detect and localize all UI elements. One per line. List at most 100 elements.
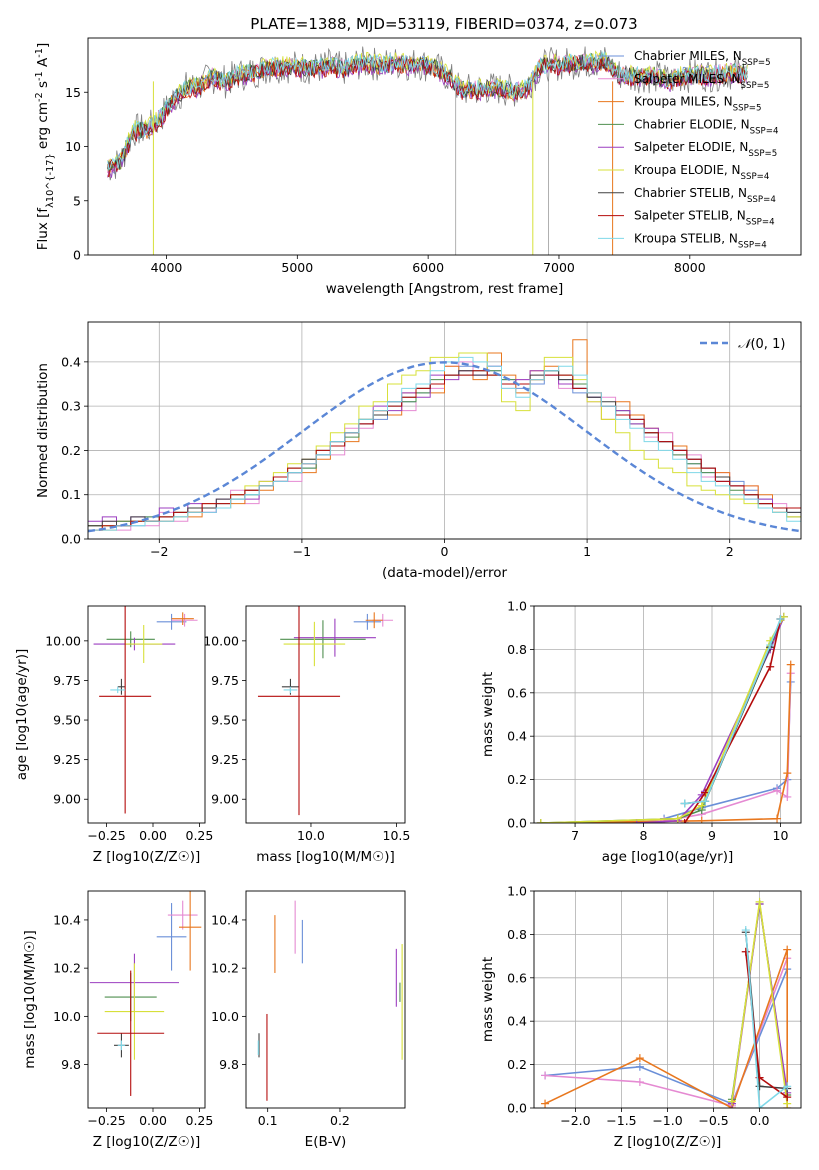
z_vs_age-xlabel: Z [log10(Z/Z☉)]	[93, 849, 201, 865]
mass_vs_age-axes: 10.0 10.5 9.00 9.25 9.50 9.75 10.00	[203, 633, 410, 843]
spectrum-ylabel: Flux [fλ10^{-17} erg cm-2 s-1 A-1]	[34, 43, 56, 250]
mass_vs_age-frame	[245, 605, 406, 824]
y-tick-label: 0.2	[507, 772, 527, 787]
spectrum-series	[107, 46, 748, 255]
legend-label: Salpeter ELODIE, NSSP=5	[634, 140, 777, 159]
y-tick-label: 0	[73, 248, 81, 263]
legend-label: Kroupa ELODIE, NSSP=4	[634, 163, 769, 182]
y-tick-label: 10.4	[53, 912, 81, 927]
weight-marker	[741, 947, 750, 956]
legend-label: Chabrier MILES, NSSP=5	[634, 49, 771, 68]
x-tick-label: 5000	[281, 260, 313, 275]
x-tick-label: −0.5	[698, 1113, 728, 1128]
x-tick-label: 0.25	[186, 1113, 214, 1128]
x-tick-label: 10.0	[297, 828, 325, 843]
y-tick-label: 9.00	[53, 792, 81, 807]
weight-marker	[741, 926, 750, 935]
x-tick-label: −0.25	[87, 1113, 125, 1128]
weight-marker	[755, 897, 764, 906]
y-tick-label: 10.2	[53, 961, 81, 976]
y-tick-label: 0.0	[507, 816, 527, 831]
x-tick-label: 0.0	[750, 1113, 770, 1128]
y-tick-label: 9.75	[211, 673, 239, 688]
z_vs_massweight-axes: −2.0 −1.5 −1.0 −0.5 0.0 0.0 0.2 0.4 0.6 0.8 1.0	[507, 884, 801, 1128]
weight-marker	[680, 819, 689, 823]
x-tick-label: 0.25	[186, 828, 214, 843]
weight-line	[683, 618, 782, 823]
y-tick-label: 0.8	[507, 927, 527, 942]
y-tick-label: 9.00	[211, 792, 239, 807]
weight-marker	[755, 1082, 764, 1091]
weight-line	[544, 968, 788, 1105]
x-tick-label: 0.1	[258, 1113, 278, 1128]
y-tick-label: 5	[73, 193, 81, 208]
x-tick-label: 8000	[674, 260, 706, 275]
histogram-step-line	[88, 356, 801, 531]
x-tick-label: −1	[293, 544, 311, 559]
y-tick-label: 0.6	[507, 970, 527, 985]
legend-label: Salpeter STELIB, NSSP=4	[634, 209, 775, 228]
y-tick-label: 0.4	[507, 1014, 527, 1029]
y-tick-label: 9.25	[211, 752, 239, 767]
x-tick-label: −1.0	[652, 1113, 682, 1128]
z_vs_massweight-frame	[533, 890, 802, 1109]
spectrum-axes: 4000 5000 6000 7000 8000 0 5 10 15	[65, 85, 706, 275]
weight-marker	[783, 1093, 792, 1102]
y-tick-label: 9.25	[53, 752, 81, 767]
legend-label: 𝒩(0, 1)	[738, 337, 785, 352]
x-tick-label: 8	[640, 828, 648, 843]
y-tick-label: 0.6	[507, 685, 527, 700]
weight-marker	[673, 814, 682, 823]
y-tick-label: 9.8	[219, 1057, 239, 1072]
weight-line	[544, 949, 788, 1108]
weight-marker	[701, 788, 710, 797]
y-tick-label: 0.3	[61, 399, 81, 414]
mass_vs_age-xlabel: mass [log10(M/M☉)]	[256, 849, 395, 865]
y-tick-label: 10	[65, 139, 81, 154]
weight-marker	[697, 801, 706, 810]
residuals-xlabel: (data-model)/error	[382, 565, 508, 581]
weight-marker	[727, 1097, 736, 1106]
y-tick-label: 0.1	[61, 487, 81, 502]
z_vs_age-axes: −0.25 0.00 0.25 9.00 9.25 9.50 9.75 10.00	[45, 633, 213, 843]
age_vs_massweight-frame	[533, 605, 802, 824]
z_vs_mass-xlabel: Z [log10(Z/Z☉)]	[93, 1134, 201, 1150]
y-tick-label: 9.50	[211, 713, 239, 728]
weight-line	[684, 618, 782, 805]
weight-marker	[701, 797, 710, 806]
z_vs_massweight-series	[541, 897, 792, 1108]
y-tick-label: 1.0	[507, 599, 527, 614]
residual-series	[88, 339, 801, 533]
weight-marker	[766, 641, 775, 650]
z_vs_massweight-xlabel: Z [log10(Z/Z☉)]	[614, 1134, 722, 1150]
x-tick-label: 7000	[543, 260, 575, 275]
age_vs_massweight-ylabel: mass weight	[480, 672, 496, 757]
weight-line	[544, 958, 788, 1107]
residuals-ylabel: Normed distribution	[35, 363, 51, 498]
x-tick-label: 2	[726, 544, 734, 559]
spectrum-legend: Chabrier MILES, NSSP=5 Salpeter MILES, NS…	[598, 49, 778, 250]
weight-marker	[783, 1082, 792, 1091]
weight-marker	[773, 786, 782, 795]
spectrum-xlabel: wavelength [Angstrom, rest frame]	[326, 281, 564, 297]
weight-marker	[635, 1054, 644, 1063]
z_vs_massweight-ylabel: mass weight	[480, 957, 496, 1042]
x-tick-label: 7	[571, 828, 579, 843]
z_vs_mass-frame	[87, 890, 206, 1109]
weight-marker	[783, 792, 792, 801]
legend-label: Salpeter MILES, NSSP=5	[634, 72, 769, 91]
weight-marker	[766, 662, 775, 671]
x-tick-label: −1.5	[606, 1113, 636, 1128]
legend-label: Chabrier ELODIE, NSSP=4	[634, 117, 778, 136]
y-tick-label: 0.4	[61, 354, 81, 369]
z_vs_mass-points	[89, 891, 202, 1096]
y-tick-label: 0.0	[61, 532, 81, 547]
y-tick-label: 9.8	[61, 1057, 81, 1072]
spectrum-model-line	[107, 50, 748, 172]
y-tick-label: 0.2	[61, 443, 81, 458]
weight-line	[745, 930, 788, 1108]
normal-curve	[88, 361, 801, 533]
y-tick-label: 9.75	[53, 673, 81, 688]
